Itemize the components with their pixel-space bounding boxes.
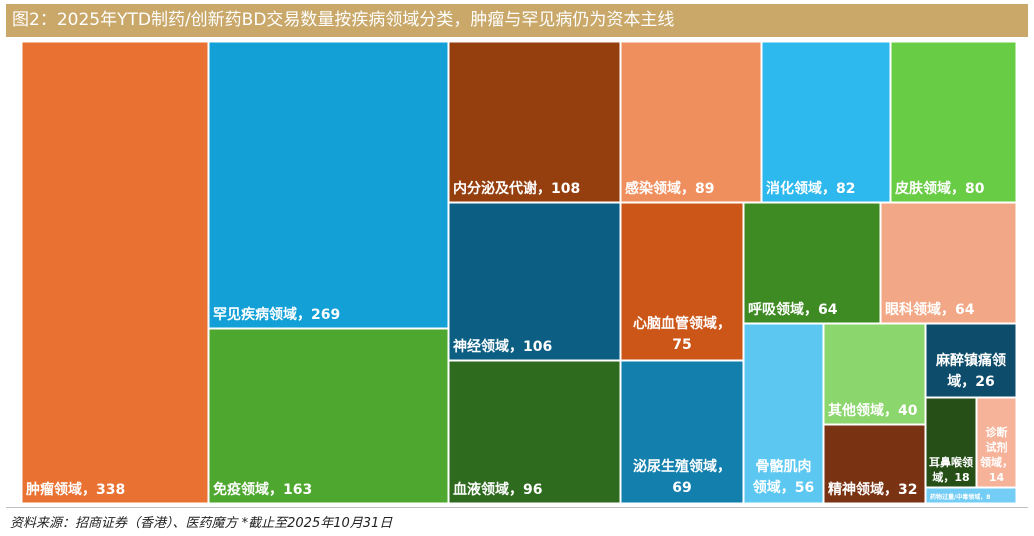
treemap-rect	[823, 424, 926, 504]
treemap-cell-13: 骨骼肌肉领域，56	[743, 323, 824, 504]
treemap-label: 呼吸领域，64	[748, 301, 838, 318]
treemap-label: 骨骼肌肉领域，56	[753, 458, 814, 496]
treemap-cell-0: 肿瘤领域，338	[21, 41, 209, 504]
treemap-cell-5: 血液领域，96	[448, 360, 621, 504]
treemap-cell-10: 泌尿生殖领域， 69	[620, 360, 744, 504]
treemap-label: 皮肤领域，80	[894, 180, 985, 197]
treemap-cell-3: 内分泌及代谢，108	[448, 41, 621, 203]
treemap-rect	[880, 202, 1017, 324]
treemap-cell-16: 麻醉镇痛领域，26	[925, 323, 1017, 398]
treemap-rect	[890, 41, 1017, 203]
treemap-cell-6: 感染领域，89	[620, 41, 762, 203]
treemap-rect	[620, 41, 762, 203]
treemap-label: 消化领域，82	[766, 180, 855, 197]
treemap-cell-2: 免疫领域，163	[208, 328, 449, 504]
divider	[6, 507, 1028, 508]
treemap-rect	[925, 397, 977, 488]
treemap-cell-11: 呼吸领域，64	[743, 202, 881, 324]
treemap-label: 耳鼻喉领域，18	[929, 455, 973, 484]
treemap-rect	[761, 41, 891, 203]
treemap-label: 内分泌及代谢，108	[453, 180, 580, 197]
treemap-rect	[925, 487, 1017, 504]
treemap-cell-9: 心脑血管领域， 75	[620, 202, 744, 361]
treemap-cell-8: 皮肤领域，80	[890, 41, 1017, 203]
treemap-rect	[823, 323, 926, 425]
treemap-label: 其他领域，40	[828, 402, 918, 419]
treemap-cell-18: 诊断试剂领域， 14	[976, 397, 1017, 488]
treemap-cell-7: 消化领域，82	[761, 41, 891, 203]
treemap-rect	[448, 41, 621, 203]
treemap-cell-1: 罕见疾病领域，269	[208, 41, 449, 329]
treemap-cell-19: 药物过量/中毒领域，8	[925, 487, 1017, 504]
treemap-label: 肿瘤领域，338	[26, 481, 125, 498]
treemap-label: 泌尿生殖领域， 69	[633, 458, 731, 496]
treemap-rect	[448, 202, 621, 361]
treemap-label: 神经领域，106	[453, 338, 552, 355]
treemap-rect	[448, 360, 621, 504]
treemap-label: 精神领域，32	[828, 481, 917, 498]
treemap-cell-4: 神经领域，106	[448, 202, 621, 361]
treemap-cell-14: 其他领域，40	[823, 323, 926, 425]
treemap-rect	[21, 41, 209, 504]
treemap-cell-15: 精神领域，32	[823, 424, 926, 504]
treemap-rect	[976, 397, 1017, 488]
chart-title: 图2：2025年YTD制药/创新药BD交易数量按疾病领域分类，肿瘤与罕见病仍为资…	[6, 4, 1028, 37]
treemap-rect	[620, 202, 744, 361]
treemap-rect	[925, 323, 1017, 398]
treemap-rect	[208, 328, 449, 504]
treemap-rect	[743, 323, 824, 504]
treemap-label: 感染领域，89	[625, 180, 714, 197]
treemap-label: 罕见疾病领域，269	[213, 306, 340, 323]
source-note: 资料来源：招商证券（香港）、医药魔方 *截止至2025年10月31日	[10, 516, 393, 531]
treemap-label: 眼科领域，64	[885, 301, 975, 318]
treemap-label: 诊断试剂领域， 14	[979, 425, 1013, 484]
treemap-rect	[620, 360, 744, 504]
treemap-label: 药物过量/中毒领域，8	[930, 493, 990, 501]
treemap-cell-17: 耳鼻喉领域，18	[925, 397, 977, 488]
treemap-label: 免疫领域，163	[213, 481, 312, 498]
treemap-cell-12: 眼科领域，64	[880, 202, 1017, 324]
treemap-label: 心脑血管领域， 75	[633, 315, 731, 353]
treemap-label: 血液领域，96	[453, 481, 542, 498]
treemap-label: 麻醉镇痛领域，26	[935, 352, 1006, 390]
treemap-rect	[208, 41, 449, 329]
treemap-rect	[743, 202, 881, 324]
